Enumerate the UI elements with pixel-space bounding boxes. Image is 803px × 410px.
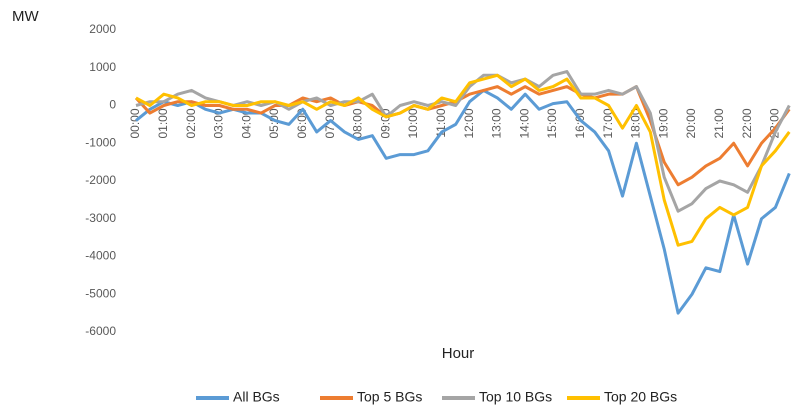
y-unit-label: MW [12, 8, 39, 25]
x-tick-label: 02:00 [184, 108, 198, 138]
x-tick-label: 06:00 [295, 108, 309, 138]
legend-text: Top 5 BGs [357, 389, 422, 405]
x-tick-label: 14:00 [517, 108, 531, 138]
x-tick-label: 10:00 [406, 108, 420, 138]
x-tick-label: 22:00 [740, 108, 754, 138]
y-tick-label: 2000 [89, 22, 116, 36]
x-tick-label: 00:00 [128, 108, 142, 138]
series-line [135, 70, 791, 213]
x-tick-label: 15:00 [545, 108, 559, 138]
x-tick-label: 17:00 [601, 108, 615, 138]
legend-text: All BGs [233, 389, 280, 405]
y-tick-label: -6000 [85, 324, 116, 338]
y-tick-label: -2000 [85, 173, 116, 187]
x-tick-label: 05:00 [267, 108, 281, 138]
x-tick-label: 04:00 [239, 108, 253, 138]
x-tick-label: 18:00 [629, 108, 643, 138]
y-tick-label: -5000 [85, 286, 116, 300]
x-tick-label: 12:00 [462, 108, 476, 138]
x-tick-label: 01:00 [156, 108, 170, 138]
x-tick-label: 08:00 [351, 108, 365, 138]
y-tick-label: 0 [109, 98, 116, 112]
series-line [135, 88, 791, 315]
legend-text: Top 20 BGs [604, 389, 677, 405]
y-tick-label: -4000 [85, 249, 116, 263]
legend-text: Top 10 BGs [479, 389, 552, 405]
x-axis-title: Hour [442, 345, 475, 362]
x-tick-label: 07:00 [323, 108, 337, 138]
y-tick-label: -1000 [85, 135, 116, 149]
x-tick-label: 20:00 [684, 108, 698, 138]
x-tick-label: 03:00 [212, 108, 226, 138]
y-tick-label: 1000 [89, 60, 116, 74]
x-tick-label: 21:00 [712, 108, 726, 138]
x-tick-label: 19:00 [656, 108, 670, 138]
y-tick-label: -3000 [85, 211, 116, 225]
series-line [135, 73, 791, 247]
x-tick-label: 13:00 [490, 108, 504, 138]
